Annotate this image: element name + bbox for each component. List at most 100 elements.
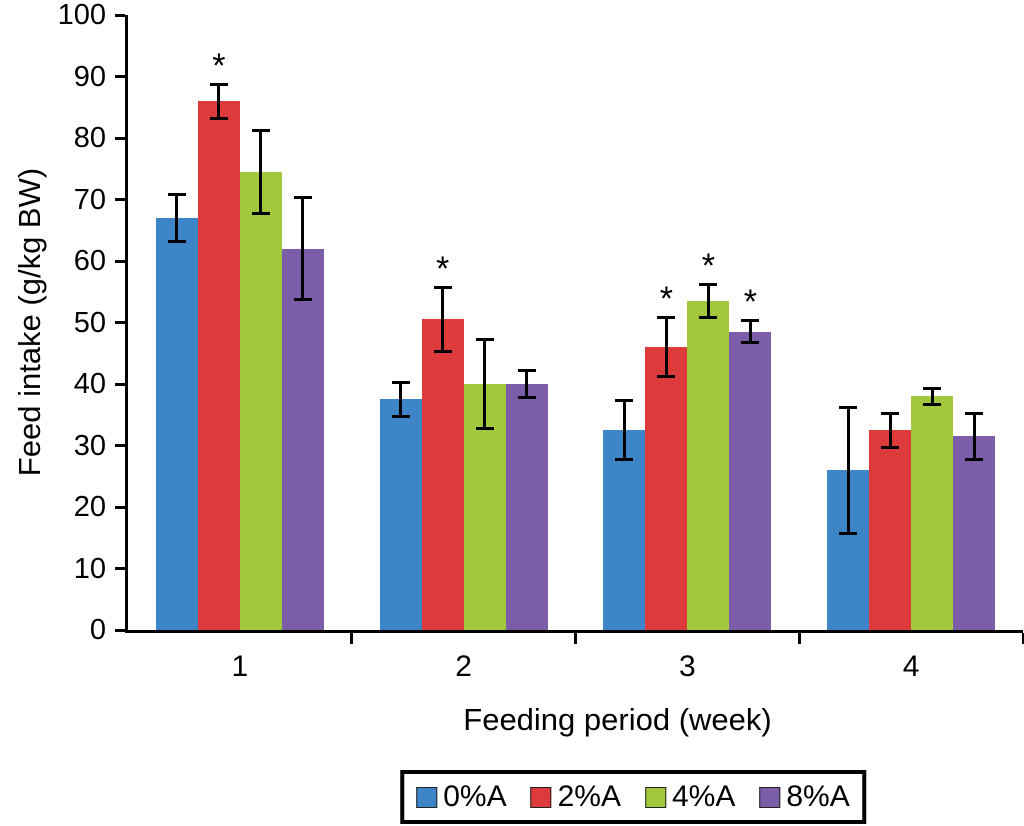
plot-area: 0 10 20 30 40 50 60 70 80 90 100 1 2 3 4 * * * * *	[58, 0, 1024, 683]
error-bar-cap	[293, 196, 312, 200]
bar	[155, 217, 198, 630]
error-bar-cap	[741, 341, 760, 345]
error-bar-line	[664, 316, 668, 378]
y-axis-tick	[115, 382, 125, 386]
error-bar-cap	[923, 387, 942, 391]
significance-asterisk: *	[212, 46, 226, 85]
error-bar-line	[175, 193, 179, 243]
bar	[421, 319, 464, 630]
bar	[953, 436, 996, 630]
y-axis-tick	[115, 136, 125, 140]
legend-item: 2%A	[530, 780, 621, 814]
y-axis-tick-label: 40	[73, 368, 106, 400]
error-bar-cap	[433, 350, 452, 354]
y-axis-tick-label: 60	[73, 245, 106, 277]
x-axis-category-label: 4	[902, 650, 920, 683]
error-bar-cap	[251, 211, 270, 215]
error-bar-cap	[517, 396, 536, 400]
bar	[729, 331, 772, 630]
legend: 0%A 2%A 4%A 8%A	[400, 770, 866, 824]
bar	[379, 399, 422, 630]
bar	[869, 430, 912, 630]
error-bar-cap	[475, 337, 494, 341]
error-bar-line	[259, 128, 263, 215]
error-bar-cap	[923, 402, 942, 406]
y-axis-tick-label: 30	[73, 429, 106, 462]
error-bar-cap	[433, 285, 452, 289]
error-bar-cap	[965, 411, 984, 415]
legend-item: 0%A	[416, 780, 507, 814]
legend-label: 0%A	[443, 780, 507, 813]
bar	[911, 396, 954, 630]
y-axis-tick-label: 90	[73, 60, 106, 93]
error-bar-line	[706, 282, 710, 320]
y-axis-tick	[115, 505, 125, 509]
error-bar-line	[399, 380, 403, 418]
significance-asterisk: *	[743, 283, 757, 322]
y-axis-tick-label: 100	[57, 0, 106, 31]
error-bar-line	[846, 405, 850, 535]
error-bar-cap	[657, 374, 676, 378]
error-bar-cap	[475, 427, 494, 431]
legend-key-swatch	[759, 786, 781, 808]
error-bar-cap	[615, 457, 634, 461]
x-axis-tick	[350, 633, 354, 644]
error-bar-cap	[391, 414, 410, 418]
legend-key-swatch	[645, 786, 666, 808]
error-bar-cap	[209, 82, 228, 86]
legend-label: 4%A	[672, 780, 736, 813]
significance-asterisk: *	[701, 246, 715, 285]
legend-label: 2%A	[557, 780, 621, 813]
x-axis-tick	[1021, 633, 1024, 644]
legend-key-swatch	[530, 786, 552, 808]
error-bar-line	[622, 399, 626, 461]
significance-asterisk: *	[659, 280, 673, 319]
error-bar-line	[441, 285, 445, 354]
y-axis-tick	[115, 198, 125, 201]
y-axis-tick	[115, 13, 125, 17]
legend-item: 4%A	[645, 780, 735, 814]
error-bar-cap	[615, 399, 634, 403]
y-axis-tick-label: 50	[73, 306, 106, 339]
error-bar-cap	[167, 239, 186, 243]
y-axis-tick	[115, 321, 125, 324]
x-axis-label: Feeding period (week)	[463, 702, 772, 737]
bar	[281, 248, 324, 630]
error-bar-line	[525, 368, 529, 400]
error-bar-cap	[657, 316, 676, 320]
legend-label: 8%A	[786, 780, 850, 813]
error-bar-cap	[209, 116, 228, 120]
bar	[687, 300, 730, 630]
bar	[505, 384, 548, 630]
bar	[645, 347, 688, 630]
x-axis-tick	[574, 633, 577, 644]
error-bar-cap	[881, 411, 900, 415]
y-axis-tick-label: 0	[89, 614, 106, 646]
y-axis-tick	[115, 259, 125, 263]
error-bar-line	[217, 82, 221, 120]
error-bar-cap	[699, 282, 718, 286]
error-bar-line	[930, 387, 934, 406]
error-bar-cap	[839, 405, 858, 409]
legend-item: 8%A	[759, 780, 850, 814]
x-axis-category-label: 3	[679, 650, 696, 683]
error-bar-line	[301, 196, 305, 301]
error-bar-cap	[517, 368, 536, 372]
error-bar-line	[748, 319, 752, 345]
y-axis-tick	[115, 444, 125, 447]
x-axis-tick	[797, 633, 801, 644]
y-axis-tick	[115, 567, 125, 570]
bar	[197, 101, 240, 630]
error-bar-line	[483, 337, 487, 431]
legend-key-swatch	[416, 786, 438, 808]
bar	[239, 171, 282, 630]
error-bar-cap	[391, 380, 410, 384]
error-bar-cap	[839, 531, 858, 535]
y-axis-tick-label: 10	[73, 552, 106, 585]
error-bar-cap	[167, 193, 186, 197]
error-bar-cap	[293, 297, 312, 301]
error-bar-cap	[251, 128, 270, 132]
y-axis-tick	[115, 628, 125, 632]
y-axis-label: Feed intake (g/kg BW)	[12, 167, 47, 477]
